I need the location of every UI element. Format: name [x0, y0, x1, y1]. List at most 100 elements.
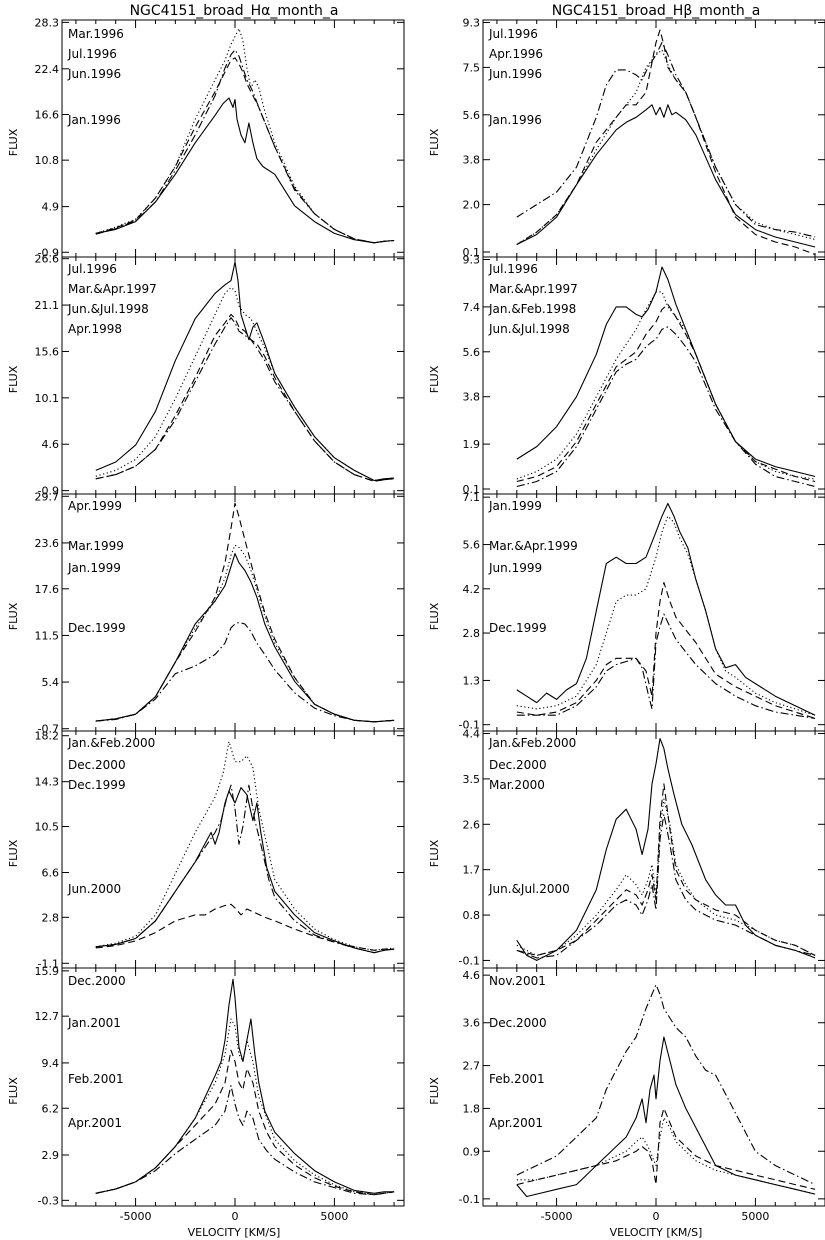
y-tick-label: 2.0 — [463, 199, 481, 212]
x-tick-label: 0 — [652, 1210, 659, 1223]
legend-label: Jul.1996 — [488, 27, 538, 41]
series-line-jun-1999 — [516, 581, 816, 719]
legend-label: Jan.&Feb.2000 — [67, 736, 155, 750]
series-line-jun-2000 — [95, 903, 395, 951]
legend-label: Jul.1996 — [67, 262, 117, 276]
y-tick-label: 11.5 — [35, 629, 60, 642]
panel-c0-r4: -0.3 2.9 6.2 9.4 12.7 15.9 -5000 0 5000 FLUX Dec.2… — [7, 965, 405, 1223]
plot-frame — [61, 493, 405, 732]
column-title-halpha: NGC4151_broad_Hα_month_a — [130, 3, 339, 19]
panel-c0-r1: -0.9 4.6 10.1 15.6 21.1 26.6 FLUX Jul.1996 Mar.&… — [7, 253, 405, 498]
y-tick-label: 5.6 — [463, 346, 481, 359]
legend-label: Mar.1999 — [68, 539, 124, 553]
y-tick-label: 7.1 — [463, 491, 481, 504]
y-tick-label: 3.8 — [463, 154, 481, 167]
y-tick-label: 0.1 — [463, 246, 481, 259]
series-line-jun-jul-2000 — [516, 813, 816, 959]
y-tick-label: 10.1 — [35, 392, 60, 405]
y-tick-label: 5.4 — [42, 676, 60, 689]
y-tick-label: 5.6 — [463, 109, 481, 122]
y-tick-label: 1.3 — [463, 674, 481, 687]
x-tick-label: -5000 — [541, 1210, 573, 1223]
legend-label: Mar.&Apr.1997 — [68, 282, 157, 296]
panel-c0-r2: -0.7 5.4 11.5 17.6 23.6 29.7 FLUX Apr.1999 Mar.1… — [7, 490, 405, 736]
y-tick-label: -0.7 — [38, 723, 59, 736]
plot-frame — [482, 967, 825, 1207]
y-tick-label: 18.2 — [35, 730, 60, 743]
y-tick-label: 10.8 — [35, 154, 60, 167]
panel-c0-r0: -0.9 4.9 10.8 16.6 22.4 28.3 FLUX Mar.1996 Jul.1… — [7, 16, 405, 259]
series-line-apr-2001 — [516, 1107, 816, 1190]
y-tick-label: 1.9 — [463, 438, 481, 451]
y-tick-label: 26.6 — [35, 253, 60, 266]
legend-label: Jan.1996 — [488, 113, 542, 127]
legend-label: Jun.2000 — [67, 882, 121, 896]
y-tick-label: 1.7 — [463, 864, 481, 877]
series-line-mar-apr-1997 — [95, 286, 395, 482]
y-tick-label: 6.6 — [42, 866, 60, 879]
legend-label: Mar.1996 — [68, 27, 124, 41]
y-axis-label: FLUX — [7, 839, 20, 867]
y-tick-label: 21.1 — [35, 299, 60, 312]
legend-label: Mar.&Apr.1997 — [489, 282, 578, 296]
y-tick-label: -0.9 — [38, 246, 59, 259]
legend-label: Dec.1999 — [68, 778, 126, 792]
x-tick-label: -5000 — [120, 1210, 152, 1223]
legend-label: Jun.1996 — [67, 67, 121, 81]
series-line-jan-1999 — [95, 502, 395, 723]
panel-c0-r3: -1.1 2.8 6.6 10.5 14.3 18.2 FLUX Jan.&Feb.2000 D… — [7, 730, 405, 970]
y-tick-label: 6.2 — [42, 1102, 60, 1115]
panel-c1-r3: -0.1 0.8 1.7 2.6 3.5 4.4 FLUX Jan.&Feb.2000 Dec.… — [428, 728, 825, 969]
x-tick-label: 5000 — [320, 1210, 348, 1223]
y-axis-label: FLUX — [428, 602, 441, 630]
column-title-hbeta: NGC4151_broad_Hβ_month_a — [552, 3, 761, 19]
series-line-mar-1996 — [95, 28, 395, 244]
y-tick-label: 17.6 — [35, 583, 60, 596]
series-line-jun-1996 — [516, 41, 816, 238]
legend-label: Jun.1996 — [488, 67, 542, 81]
y-tick-label: 2.8 — [463, 627, 481, 640]
y-tick-label: 3.8 — [463, 391, 481, 404]
series-line-jan-1996 — [516, 104, 816, 248]
series-line-dec-2000 — [516, 1036, 816, 1198]
y-tick-label: 29.7 — [35, 490, 60, 503]
series-line-mar-2000 — [516, 783, 816, 956]
y-tick-label: 5.6 — [463, 539, 481, 552]
y-tick-label: 10.5 — [35, 821, 60, 834]
series-line-jun-jul-1998 — [95, 313, 395, 482]
series-line-dec-2000 — [95, 741, 395, 951]
y-tick-label: 23.6 — [35, 537, 60, 550]
legend-label: Nov.2001 — [489, 974, 546, 988]
legend-label: Jun.&Jul.1998 — [67, 302, 149, 316]
panel-c1-r2: -0.1 1.3 2.8 4.2 5.6 7.1 FLUX Jan.1999 Mar.&Apr.… — [428, 491, 825, 732]
series-line-apr-1998 — [95, 317, 395, 482]
legend-label: Jan.1999 — [488, 499, 542, 513]
y-tick-label: 1.8 — [463, 1102, 481, 1115]
y-tick-label: 22.4 — [35, 63, 60, 76]
series-line-mar-apr-1997 — [516, 291, 816, 480]
legend-label: Feb.2001 — [68, 1072, 124, 1086]
legend-label: Jul.1996 — [67, 47, 117, 61]
y-axis-label: FLUX — [428, 365, 441, 393]
y-axis-label: FLUX — [7, 1077, 20, 1105]
legend-label: Dec.2000 — [68, 758, 126, 772]
y-tick-label: -0.1 — [459, 1193, 480, 1206]
legend-label: Jul.1996 — [488, 262, 538, 276]
legend-label: Apr.2001 — [68, 1116, 122, 1130]
series-line-jan-1996 — [95, 97, 395, 244]
y-axis-label: FLUX — [428, 128, 441, 156]
series-line-jul-1996 — [95, 57, 395, 244]
legend-label: Jun.&Jul.2000 — [488, 882, 570, 896]
y-tick-label: 4.4 — [463, 728, 481, 741]
y-tick-label: 0.9 — [463, 1145, 481, 1158]
y-tick-label: 4.9 — [42, 201, 60, 214]
y-tick-label: 3.5 — [463, 773, 481, 786]
y-tick-label: -0.9 — [38, 485, 59, 498]
legend-label: Apr.1996 — [489, 47, 543, 61]
y-tick-label: 4.6 — [463, 969, 481, 982]
legend-label: Dec.2000 — [68, 974, 126, 988]
y-tick-label: 2.7 — [463, 1060, 481, 1073]
panel-c1-r1: 0.1 1.9 3.8 5.6 7.4 9.3 FLUX Jul.1996 Mar.&Apr.1… — [428, 253, 825, 496]
series-line-nov-2001 — [516, 984, 816, 1186]
